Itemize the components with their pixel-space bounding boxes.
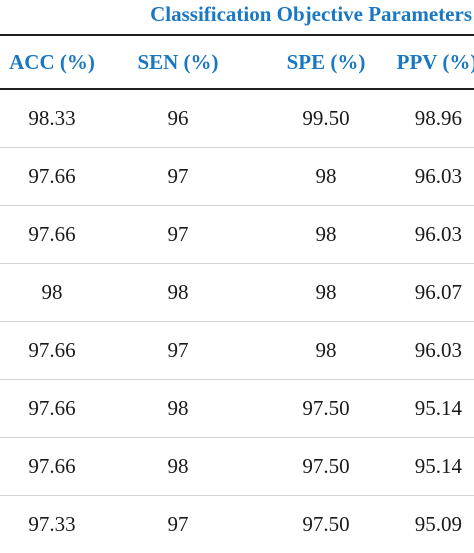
table-row: 97.33 97 97.50 95.09 xyxy=(0,496,474,553)
cell-ppv: 96.03 xyxy=(414,222,462,246)
table-row: 98.33 96 99.50 98.96 xyxy=(0,90,474,147)
cell-spe: 97.50 xyxy=(302,454,350,478)
cell-spe: 97.50 xyxy=(302,396,350,420)
top-rule xyxy=(0,34,474,36)
cell-ppv: 96.03 xyxy=(414,338,462,362)
cell-sen: 98 xyxy=(167,396,189,420)
cell-ppv: 95.09 xyxy=(414,512,462,536)
row-divider xyxy=(0,205,474,206)
column-header-ppv: PPV (%) xyxy=(396,49,474,74)
cell-spe: 98 xyxy=(315,280,337,304)
cell-sen: 97 xyxy=(167,222,189,246)
header-rule xyxy=(0,88,474,90)
cell-spe: 98 xyxy=(315,338,337,362)
column-header-acc: ACC (%) xyxy=(9,49,95,74)
cell-acc: 97.66 xyxy=(28,454,76,478)
cell-sen: 96 xyxy=(167,106,189,130)
row-divider xyxy=(0,321,474,322)
cell-spe: 98 xyxy=(315,164,337,188)
cell-acc: 97.66 xyxy=(28,396,76,420)
column-header-spe: SPE (%) xyxy=(286,49,366,74)
row-divider xyxy=(0,495,474,496)
table-row: 97.66 98 97.50 95.14 xyxy=(0,380,474,437)
row-divider xyxy=(0,263,474,264)
column-header-sen: SEN (%) xyxy=(137,49,219,74)
cell-sen: 97 xyxy=(167,512,189,536)
row-divider xyxy=(0,147,474,148)
cell-acc: 97.33 xyxy=(28,512,76,536)
cell-acc: 97.66 xyxy=(28,164,76,188)
row-divider xyxy=(0,379,474,380)
cell-ppv: 96.07 xyxy=(414,280,462,304)
table-body: 98.33 96 99.50 98.96 97.66 97 98 96.03 97.66 97 98… xyxy=(0,90,474,553)
cell-ppv: 95.14 xyxy=(414,396,462,420)
table-header-row: ACC (%) SEN (%) SPE (%) PPV (%) xyxy=(0,36,474,88)
cell-spe: 97.50 xyxy=(302,512,350,536)
table-row: 97.66 97 98 96.03 xyxy=(0,148,474,205)
cell-sen: 98 xyxy=(167,454,189,478)
table-row: 97.66 98 97.50 95.14 xyxy=(0,438,474,495)
table-title: Classification Objective Parameters xyxy=(150,2,472,26)
table-row: 97.66 97 98 96.03 xyxy=(0,206,474,263)
cell-spe: 98 xyxy=(315,222,337,246)
table-row: 98 98 98 96.07 xyxy=(0,264,474,321)
cell-ppv: 98.96 xyxy=(414,106,462,130)
table-row: 97.66 97 98 96.03 xyxy=(0,322,474,379)
cell-sen: 97 xyxy=(167,338,189,362)
cell-spe: 99.50 xyxy=(302,106,350,130)
cell-sen: 97 xyxy=(167,164,189,188)
cell-ppv: 95.14 xyxy=(414,454,462,478)
cell-acc: 97.66 xyxy=(28,222,76,246)
cell-acc: 98 xyxy=(41,280,63,304)
cell-acc: 97.66 xyxy=(28,338,76,362)
cell-ppv: 96.03 xyxy=(414,164,462,188)
row-divider xyxy=(0,437,474,438)
cell-sen: 98 xyxy=(167,280,189,304)
cell-acc: 98.33 xyxy=(28,106,76,130)
